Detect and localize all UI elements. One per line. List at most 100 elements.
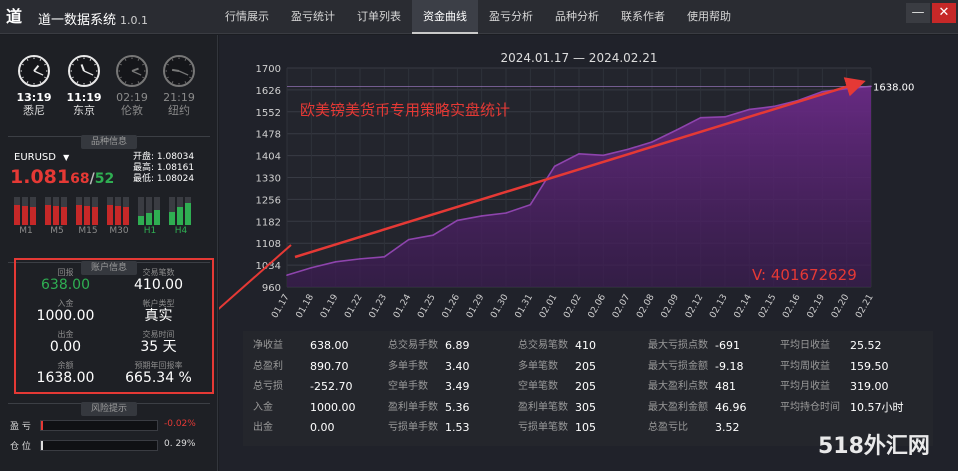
clock-city: 伦敦 bbox=[121, 104, 143, 117]
account-item-value: 0.00 bbox=[49, 339, 82, 355]
timeframe-bar-m30: M30 bbox=[107, 195, 131, 237]
tab-6[interactable]: 联系作者 bbox=[621, 10, 665, 23]
main-tabs: 行情展示 盈亏统计 订单列表 资金曲线 盈亏分析 品种分析 联系作者 使用帮助 bbox=[214, 0, 742, 34]
data-point bbox=[407, 238, 410, 241]
stat-label: 多单手数 bbox=[388, 360, 428, 372]
x-tick-label: 01.31 bbox=[514, 293, 536, 320]
app-title: 道一数据系统 1.0.1 bbox=[38, 9, 148, 28]
stat-value: 410 bbox=[575, 339, 596, 352]
tab-3[interactable]: 资金曲线 bbox=[412, 0, 478, 34]
account-item: 交易时间 35 天 bbox=[111, 330, 206, 355]
section-title: 风险提示 bbox=[80, 402, 137, 416]
data-point bbox=[286, 274, 288, 276]
stat-value: 638.00 bbox=[310, 339, 349, 352]
x-tick-label: 01.30 bbox=[489, 293, 511, 321]
account-item-value: 665.34 % bbox=[125, 370, 192, 386]
account-item-value: 410.00 bbox=[134, 277, 183, 293]
stat-label: 总盈利 bbox=[253, 360, 283, 372]
x-tick-label: 02.07 bbox=[611, 293, 633, 320]
minimize-button[interactable]: — bbox=[906, 3, 930, 23]
timeframe-label: M1 bbox=[19, 226, 33, 236]
section-header-symbol: 品种信息 bbox=[0, 129, 218, 149]
risk-progress-bar bbox=[40, 420, 158, 431]
account-item-label: 交易笔数 bbox=[142, 268, 175, 277]
statistics-table: 净收益 638.00 总盈利 890.70 总亏损 -252.70 入金 1000.00 出金 0… bbox=[243, 331, 933, 446]
close-button[interactable]: ✕ bbox=[932, 3, 956, 23]
world-clock: 13:19 悉尼 bbox=[14, 53, 54, 117]
clock-icon bbox=[116, 55, 148, 87]
stat-label: 最大亏损点数 bbox=[648, 340, 708, 351]
x-tick-label: 02.14 bbox=[733, 293, 755, 321]
tab-4[interactable]: 盈亏分析 bbox=[489, 10, 533, 23]
app-version: 1.0.1 bbox=[120, 14, 149, 27]
clock-time: 21:19 bbox=[163, 91, 195, 104]
stat-label: 最大亏损金额 bbox=[648, 360, 708, 372]
chevron-down-icon: ▼ bbox=[63, 153, 70, 162]
data-point bbox=[724, 116, 726, 118]
timeframe-bar-h4: H4 bbox=[169, 195, 193, 237]
strength-bars-icon bbox=[107, 197, 129, 225]
timeframe-bar-m1: M1 bbox=[14, 195, 38, 237]
data-point bbox=[699, 116, 702, 119]
stat-label: 总盈亏比 bbox=[648, 422, 688, 433]
stat-value: 3.52 bbox=[715, 421, 740, 434]
stat-label: 盈利单笔数 bbox=[518, 401, 568, 413]
stat-label: 空单手数 bbox=[388, 381, 428, 392]
app-logo-icon: 道 bbox=[6, 7, 23, 26]
symbol-select[interactable]: EURUSD ▼ bbox=[14, 152, 69, 163]
quote-summary: 开盘: 1.08034 最高: 1.08161 最低: 1.08024 bbox=[133, 152, 194, 185]
world-clocks: 13:19 悉尼 11:19 东京 02:19 伦敦 21:19 纽约 bbox=[14, 53, 214, 139]
stat-value: 1000.00 bbox=[310, 400, 356, 414]
timeframe-bar-h1: H1 bbox=[138, 195, 162, 237]
tab-5[interactable]: 品种分析 bbox=[555, 10, 599, 23]
strength-bars-icon bbox=[45, 197, 67, 225]
stat-value: -9.18 bbox=[715, 359, 744, 373]
stat-value: -252.70 bbox=[310, 380, 353, 393]
data-point bbox=[529, 203, 532, 206]
y-tick-label: 1034 bbox=[256, 261, 281, 272]
x-tick-label: 02.16 bbox=[781, 293, 803, 321]
y-tick-label: 1626 bbox=[256, 86, 281, 97]
risk-progress-fill bbox=[41, 421, 43, 430]
data-point bbox=[626, 148, 629, 151]
stat-value: 481 bbox=[715, 380, 736, 393]
clock-time: 13:19 bbox=[16, 91, 52, 104]
account-item-label: 预期年回报率 bbox=[134, 361, 183, 370]
stat-value: 46.96 bbox=[715, 400, 747, 414]
y-tick-label: 1256 bbox=[256, 195, 281, 206]
section-header-account: 账户信息 bbox=[0, 255, 218, 275]
data-point bbox=[651, 141, 653, 143]
section-header-risk: 风险提示 bbox=[0, 396, 218, 416]
tab-1[interactable]: 盈亏统计 bbox=[291, 10, 335, 23]
y-tick-label: 1330 bbox=[256, 174, 281, 185]
x-tick-label: 01.26 bbox=[441, 293, 463, 321]
x-tick-label: 02.02 bbox=[562, 293, 584, 320]
strength-bars-icon bbox=[138, 197, 160, 225]
tab-2[interactable]: 订单列表 bbox=[357, 10, 401, 23]
stat-value: 5.36 bbox=[445, 400, 470, 414]
stat-value: 159.50 bbox=[850, 359, 889, 373]
risk-value: -0.02% bbox=[164, 419, 196, 429]
x-tick-label: 02.08 bbox=[635, 293, 657, 321]
price-bid-digits: 68 bbox=[70, 171, 90, 187]
data-point bbox=[602, 154, 605, 157]
x-tick-label: 02.19 bbox=[806, 293, 828, 321]
chart-annotation: 欧美镑美货币专用策略实盘统计 bbox=[300, 101, 510, 119]
tab-7[interactable]: 使用帮助 bbox=[687, 10, 731, 23]
y-tick-label: 1700 bbox=[256, 64, 281, 75]
x-tick-label: 01.29 bbox=[465, 293, 487, 321]
account-item-label: 余额 bbox=[57, 361, 74, 370]
stat-label: 最大盈利点数 bbox=[648, 381, 708, 392]
stat-label: 净收益 bbox=[253, 340, 283, 351]
timeframe-bar-m15: M15 bbox=[76, 195, 100, 237]
clock-city: 纽约 bbox=[168, 104, 190, 117]
chart-title: 2024.01.17 — 2024.02.21 bbox=[500, 51, 657, 65]
stat-label: 平均持仓时间 bbox=[780, 401, 840, 413]
last-value-label: 1638.00 bbox=[873, 82, 914, 93]
stat-value: 205 bbox=[575, 380, 596, 393]
account-info-box: 回报 638.00 交易笔数 410.00 入金 1000.00 帐户类型 真实 出金 0.00 交… bbox=[14, 258, 214, 394]
stat-value: 10.57小时 bbox=[850, 400, 904, 414]
account-item-value: 真实 bbox=[144, 308, 173, 324]
stat-value: 205 bbox=[575, 359, 596, 373]
tab-0[interactable]: 行情展示 bbox=[225, 10, 269, 23]
